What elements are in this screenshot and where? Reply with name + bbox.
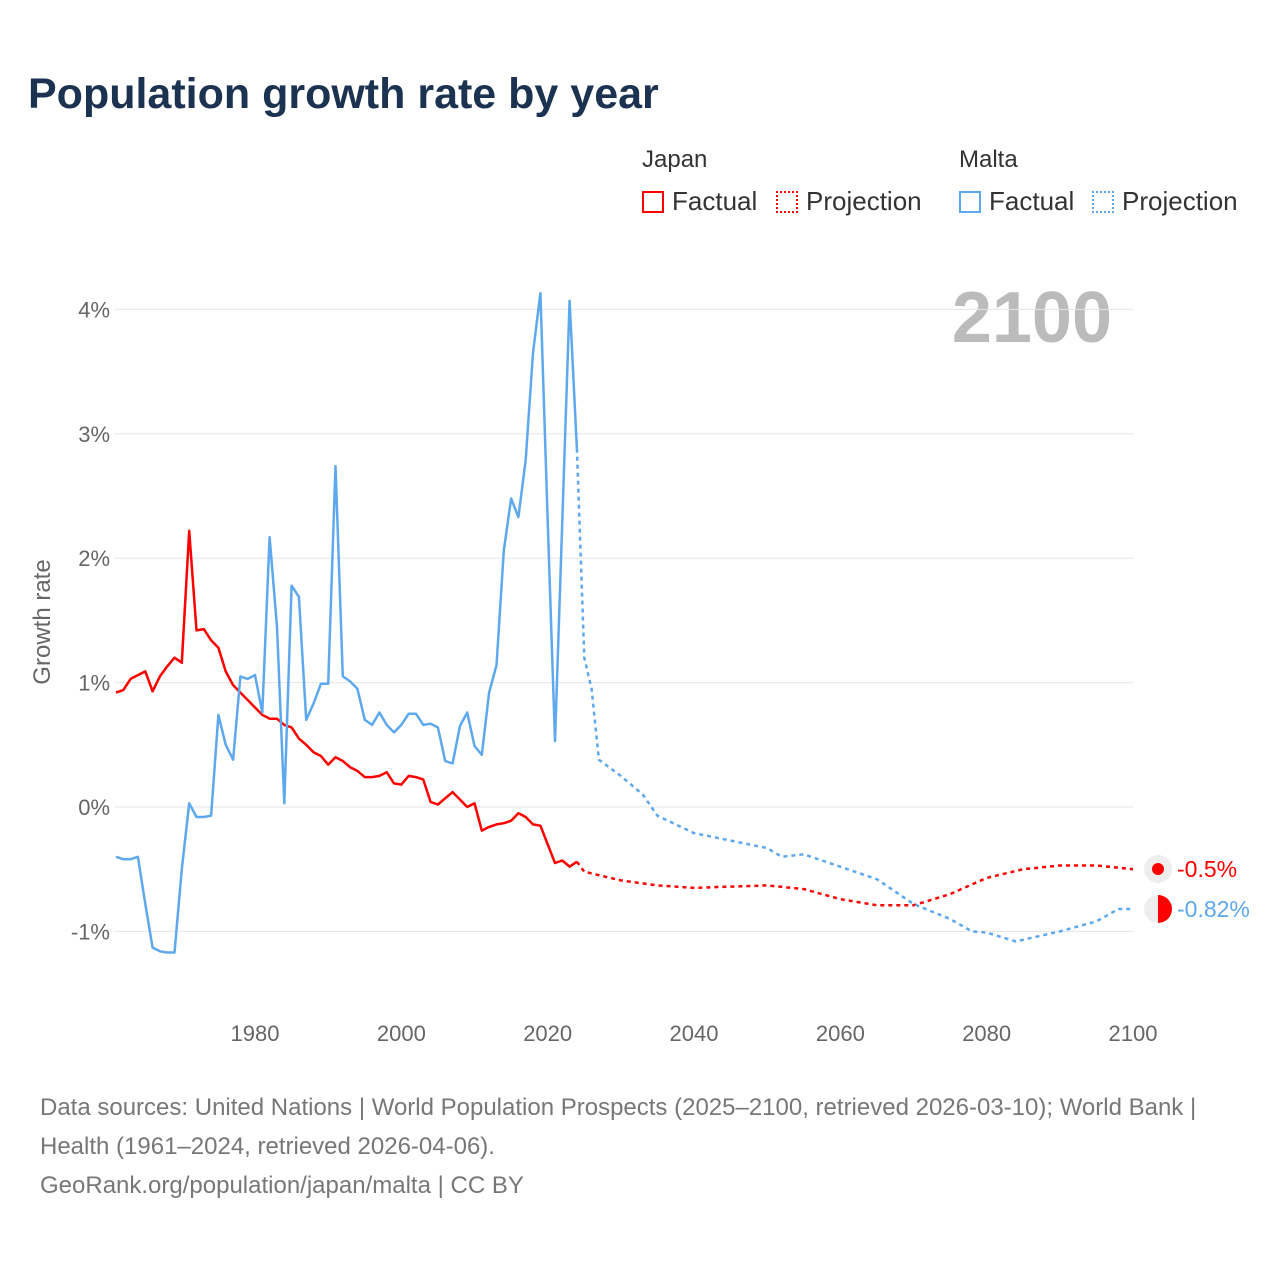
japan-end-label: -0.5% bbox=[1177, 856, 1237, 882]
legend-label: Factual bbox=[989, 186, 1075, 216]
legend-japan-header: Japan bbox=[642, 146, 708, 173]
x-tick-label: 2020 bbox=[523, 1021, 572, 1046]
x-tick-label: 1980 bbox=[231, 1021, 280, 1046]
y-tick-label: 3% bbox=[78, 422, 110, 447]
japan-factual-line bbox=[115, 529, 578, 868]
legend-malta-projection[interactable]: Projection bbox=[1092, 186, 1238, 217]
japan-end-marker bbox=[1152, 863, 1164, 875]
japan-projection-line bbox=[575, 860, 1134, 907]
y-tick-label: 0% bbox=[78, 795, 110, 820]
line-chart: 2100 Growth rate 4% 3% 2% 1% 0% -1% 1980 2000 20… bbox=[29, 278, 1250, 1046]
credit-link[interactable]: GeoRank.org/population/japan/malta | CC … bbox=[40, 1172, 524, 1199]
malta-factual-line bbox=[115, 291, 579, 954]
x-tick-label: 2060 bbox=[816, 1021, 865, 1046]
y-axis-label: Growth rate bbox=[29, 559, 56, 684]
malta-end-marker bbox=[1158, 895, 1172, 923]
x-tick-label: 2040 bbox=[670, 1021, 719, 1046]
legend-japan-projection[interactable]: Projection bbox=[776, 186, 922, 217]
legend-label: Factual bbox=[672, 186, 758, 216]
dotted-swatch-icon bbox=[776, 190, 798, 213]
year-display: 2100 bbox=[952, 278, 1112, 358]
legend-label: Projection bbox=[1122, 186, 1238, 216]
legend-malta-factual[interactable]: Factual bbox=[959, 186, 1074, 217]
legend-japan-factual[interactable]: Factual bbox=[642, 186, 757, 217]
malta-projection-line bbox=[575, 448, 1133, 943]
x-tick-label: 2100 bbox=[1109, 1021, 1158, 1046]
x-tick-label: 2080 bbox=[962, 1021, 1011, 1046]
y-tick-label: -1% bbox=[71, 919, 110, 944]
malta-end-label: -0.82% bbox=[1177, 896, 1250, 922]
solid-swatch-icon bbox=[642, 190, 664, 213]
chart-title: Population growth rate by year bbox=[28, 70, 659, 118]
y-tick-label: 2% bbox=[78, 546, 110, 571]
x-tick-label: 2000 bbox=[377, 1021, 426, 1046]
data-sources: Data sources: United Nations | World Pop… bbox=[40, 1094, 1197, 1160]
solid-swatch-icon bbox=[959, 190, 981, 213]
y-tick-label: 1% bbox=[78, 671, 110, 696]
legend-label: Projection bbox=[806, 186, 922, 216]
legend-malta-header: Malta bbox=[959, 146, 1018, 173]
y-tick-label: 4% bbox=[78, 297, 110, 322]
dotted-swatch-icon bbox=[1092, 190, 1114, 213]
footer: Data sources: United Nations | World Pop… bbox=[40, 1088, 1240, 1205]
